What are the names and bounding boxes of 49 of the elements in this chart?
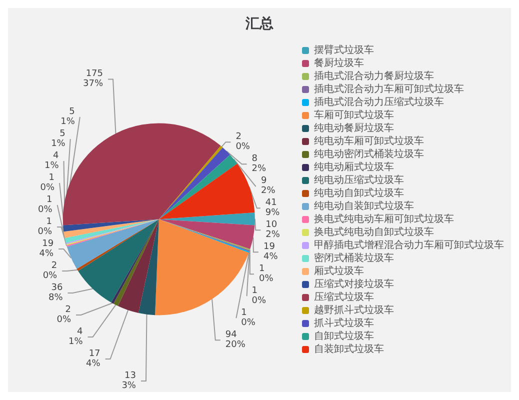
legend-label: 餐厨垃圾车 [314, 57, 364, 69]
legend-label: 越野抓斗式垃圾车 [314, 304, 394, 316]
legend-label: 纯电动自卸式垃圾车 [314, 187, 404, 199]
data-label: 9 2% [261, 176, 276, 196]
legend-label: 摆臂式垃圾车 [314, 44, 374, 56]
data-label: 4 1% [68, 327, 84, 347]
data-label: 2 0% [42, 261, 58, 281]
legend-label: 自装卸式垃圾车 [314, 343, 384, 355]
legend-label: 压缩式垃圾车 [314, 291, 374, 303]
data-label: 19 4% [263, 242, 278, 262]
legend-label: 换电式纯电动自卸式垃圾车 [314, 226, 434, 238]
chart-title: 汇总 [244, 16, 274, 32]
data-label: 1 0% [38, 217, 52, 237]
data-label: 175 37% [82, 69, 104, 90]
data-label: 2 0% [56, 305, 72, 325]
legend-label: 纯电动车厢可卸式垃圾车 [314, 135, 424, 147]
data-label: 1 0% [40, 173, 55, 193]
legend-label: 纯电动厢式垃圾车 [314, 161, 394, 173]
legend-label: 自卸式垃圾车 [314, 330, 374, 342]
data-label: 1 0% [258, 264, 274, 284]
legend-label: 插电式混合动力餐厨垃圾车 [314, 70, 434, 82]
data-label: 4 1% [44, 151, 60, 171]
data-label: 1 0% [241, 308, 256, 328]
data-label: 5 1% [60, 107, 76, 127]
data-label: 94 20% [225, 330, 246, 350]
legend-label: 车厢可卸式垃圾车 [314, 109, 394, 121]
data-label: 2 0% [236, 132, 250, 152]
data-label: 10 2% [266, 220, 280, 240]
legend-label: 密闭式桶装垃圾车 [314, 252, 394, 264]
legend-label: 纯电动餐厨垃圾车 [314, 122, 394, 134]
legend-label: 厢式垃圾车 [314, 265, 364, 277]
data-label: 1 0% [38, 195, 53, 215]
legend-label: 抓斗式垃圾车 [314, 317, 374, 329]
data-label: 36 8% [48, 283, 64, 303]
legend-label: 压缩式对接垃圾车 [314, 278, 394, 290]
legend-label: 纯电动自装卸式垃圾车 [314, 200, 414, 212]
legend-label: 纯电动密闭式桶装垃圾车 [314, 148, 424, 160]
data-label: 5 1% [51, 129, 66, 149]
legend-label: 甲醇插电式增程混合动力车厢可卸式垃圾车 [314, 239, 504, 251]
data-label: 17 4% [86, 349, 101, 369]
data-label: 19 4% [39, 239, 54, 259]
legend-label: 纯电动压缩式垃圾车 [314, 174, 404, 186]
data-label: 8 2% [252, 154, 267, 174]
legend-label: 插电式混合动力车厢可卸式垃圾车 [314, 83, 464, 95]
legend-label: 换电式纯电动车厢可卸式垃圾车 [314, 213, 454, 225]
data-label: 1 0% [252, 286, 267, 306]
legend-label: 插电式混合动力压缩式垃圾车 [314, 96, 444, 108]
data-label: 41 9% [265, 198, 280, 218]
data-label: 13 3% [122, 371, 136, 391]
